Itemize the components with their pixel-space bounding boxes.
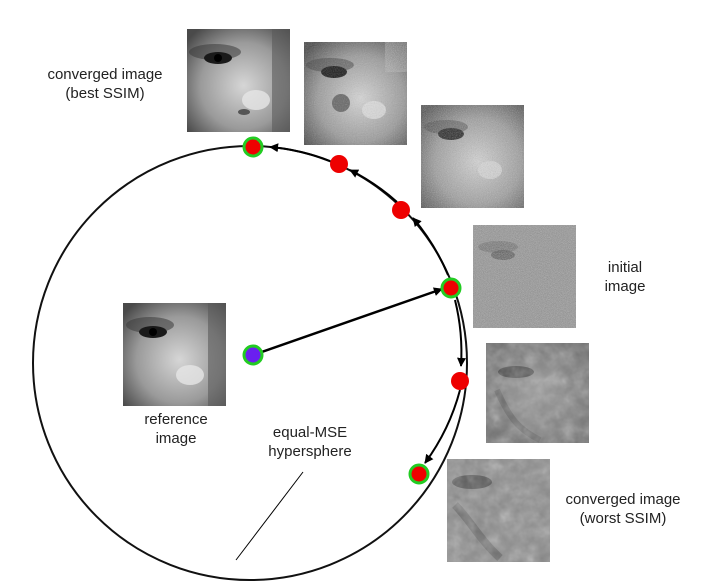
path-arrow-to-best xyxy=(269,143,331,162)
converged-best-label-line2: (best SSIM) xyxy=(65,85,145,102)
best-ssim-point xyxy=(242,136,264,158)
converged-best-image xyxy=(187,29,290,132)
worst-ssim-point xyxy=(408,463,430,485)
hypersphere-label: equal-MSE hypersphere xyxy=(255,423,365,461)
reference-image-label-line1: reference xyxy=(144,411,208,428)
hypersphere-label-pointer xyxy=(235,471,304,561)
reference-image-label-line2: image xyxy=(155,430,197,447)
initial-point xyxy=(440,277,462,299)
intermediate-point-1 xyxy=(330,155,348,173)
initial-image xyxy=(473,225,576,328)
intermediate-point-2 xyxy=(392,201,410,219)
initial-image-label-line2: image xyxy=(604,278,646,295)
hypersphere-label-line1: equal-MSE xyxy=(272,424,348,441)
path-arrow-to-worst xyxy=(424,389,461,464)
converged-best-label-line1: converged image xyxy=(47,66,163,83)
path-arrow-segment-top xyxy=(349,169,398,203)
hypersphere-label-line2: hypersphere xyxy=(268,443,352,460)
reference-to-initial-arrow xyxy=(252,287,443,357)
reference-image-label: reference image xyxy=(126,410,226,448)
reference-image xyxy=(123,303,226,406)
converged-worst-label-line1: converged image xyxy=(565,491,681,508)
converged-worst-label-line2: (worst SSIM) xyxy=(579,510,667,527)
path-arrow-upper xyxy=(412,217,449,276)
path-arrow-to-worst-mid xyxy=(454,299,466,367)
reference-point xyxy=(242,344,264,366)
intermediate-point-3 xyxy=(451,372,469,390)
initial-image-label-line1: initial xyxy=(607,259,643,276)
worst-intermediate-image xyxy=(486,343,589,443)
converged-worst-label: converged image (worst SSIM) xyxy=(553,490,693,528)
converged-worst-image xyxy=(447,459,550,562)
intermediate-image-1 xyxy=(304,42,407,145)
initial-image-label: initial image xyxy=(595,258,655,296)
converged-best-label: converged image (best SSIM) xyxy=(30,65,180,103)
intermediate-image-2 xyxy=(421,105,524,208)
